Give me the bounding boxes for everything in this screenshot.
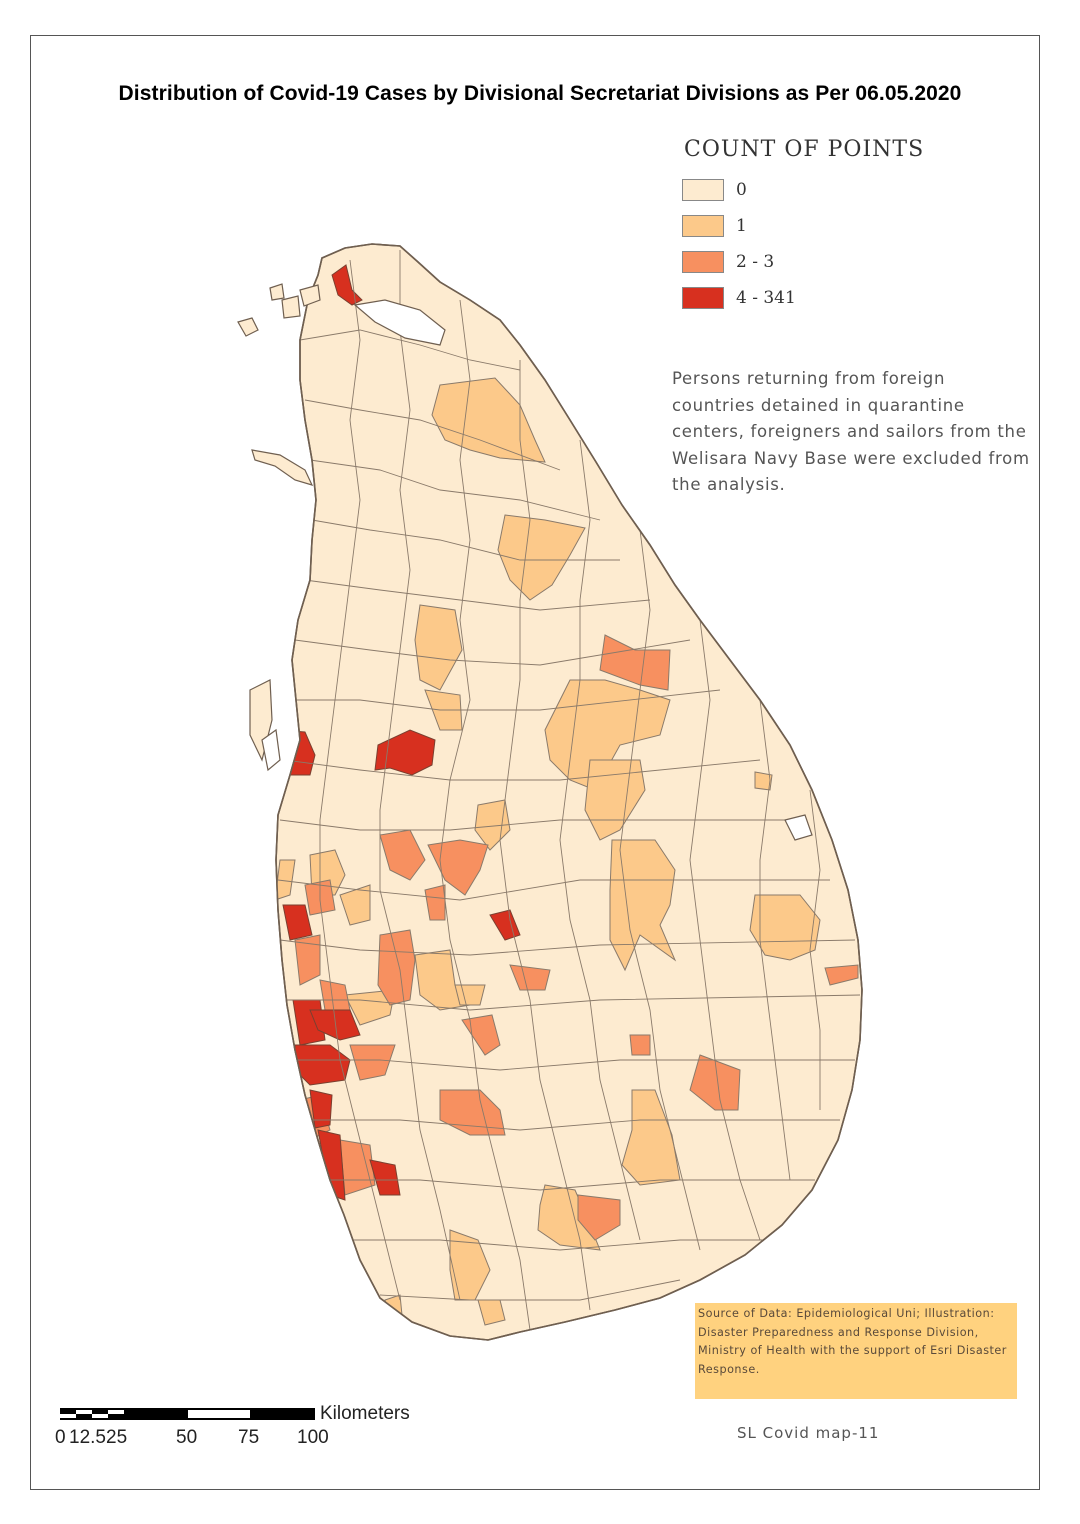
region (461, 1014, 501, 1056)
legend-item-1: 1 (682, 214, 747, 238)
region (509, 964, 551, 991)
division-regions (276, 264, 859, 1326)
scale-unit-label: Kilometers (320, 1403, 410, 1424)
legend-item-3: 4 - 341 (682, 286, 796, 310)
legend-swatch (682, 179, 724, 201)
region (276, 859, 296, 901)
scale-tick: 12.5 (69, 1427, 106, 1448)
region (349, 1044, 396, 1081)
legend-swatch (682, 215, 724, 237)
divisions-count-1 (276, 377, 821, 1326)
region (577, 1194, 621, 1241)
region (309, 1009, 361, 1041)
region (339, 884, 371, 926)
scale-tick: 75 (238, 1427, 260, 1448)
region (377, 929, 416, 1006)
region (749, 894, 821, 961)
scale-tick: 25 (106, 1427, 128, 1448)
region (379, 829, 426, 881)
legend-swatch (682, 287, 724, 309)
region (824, 964, 859, 986)
map-label: SL Covid map-11 (737, 1424, 880, 1442)
region (427, 839, 489, 896)
region (537, 1184, 601, 1251)
legend-label: 1 (736, 216, 747, 236)
divisions-count-2-3 (294, 634, 859, 1241)
region (599, 634, 671, 691)
legend-swatch (682, 251, 724, 273)
region (689, 1054, 741, 1111)
region (374, 729, 436, 776)
region (369, 1159, 401, 1196)
legend-label: 0 (736, 180, 747, 200)
region (282, 904, 313, 941)
region (621, 1089, 681, 1186)
division-boundaries (277, 250, 861, 1331)
region (294, 934, 321, 986)
region (497, 514, 586, 601)
lagoons (261, 299, 813, 841)
scale-tick: 50 (176, 1427, 198, 1448)
legend-label: 2 - 3 (736, 252, 775, 272)
region (609, 839, 677, 972)
region (754, 771, 773, 791)
region (424, 884, 446, 921)
region (309, 1089, 333, 1129)
scale-bar (60, 1408, 315, 1420)
legend-item-2: 2 - 3 (682, 250, 774, 274)
scale-tick: 0 (55, 1427, 66, 1448)
region (439, 1089, 506, 1136)
exclusion-note: Persons returning from foreign countries… (672, 369, 1030, 494)
region (339, 1139, 376, 1196)
legend-label: 4 - 341 (736, 288, 796, 308)
region (344, 989, 396, 1026)
region (414, 604, 463, 691)
source-box: Source of Data: Epidemiological Uni; Ill… (695, 1303, 1017, 1399)
legend-title: COUNT OF POINTS (684, 137, 925, 162)
region (454, 984, 486, 1006)
region (629, 1034, 651, 1056)
region (489, 909, 521, 941)
legend-item-0: 0 (682, 178, 747, 202)
map-title: Distribution of Covid-19 Cases by Divisi… (118, 82, 962, 105)
scale-tick: 100 (297, 1427, 329, 1448)
